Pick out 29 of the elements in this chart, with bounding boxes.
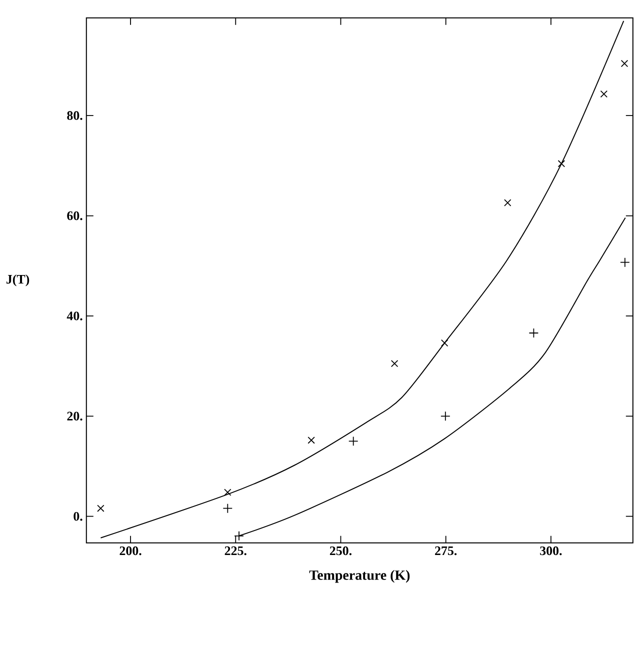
point: [224, 488, 232, 496]
x-tick-label: 250.: [330, 546, 352, 556]
line-series: [238, 217, 626, 536]
point: [440, 339, 448, 347]
point: [440, 411, 450, 422]
point: [222, 503, 233, 514]
point: [234, 530, 244, 541]
x-axis-title: Temperature (K): [309, 570, 410, 583]
x-tick-label: 300.: [540, 546, 562, 556]
point: [348, 436, 358, 446]
y-tick-label: 0.: [74, 512, 82, 521]
point: [308, 436, 315, 444]
point: [528, 328, 539, 338]
point: [504, 199, 512, 206]
point: [620, 257, 630, 268]
point: [600, 90, 608, 98]
y-tick-label: 80.: [67, 111, 82, 120]
x-tick-label: 200.: [120, 546, 142, 556]
point: [97, 504, 104, 512]
point: [558, 160, 566, 168]
point: [620, 60, 628, 68]
point: [390, 360, 398, 368]
y-axis-title: J(T): [6, 274, 30, 286]
y-tick-label: 20.: [67, 412, 82, 421]
y-tick-label: 60.: [67, 211, 82, 220]
x-tick-label: 225.: [224, 546, 246, 556]
y-tick-label: 40.: [66, 312, 82, 320]
line-series: [100, 20, 624, 538]
x-tick-label: 275.: [435, 546, 457, 556]
